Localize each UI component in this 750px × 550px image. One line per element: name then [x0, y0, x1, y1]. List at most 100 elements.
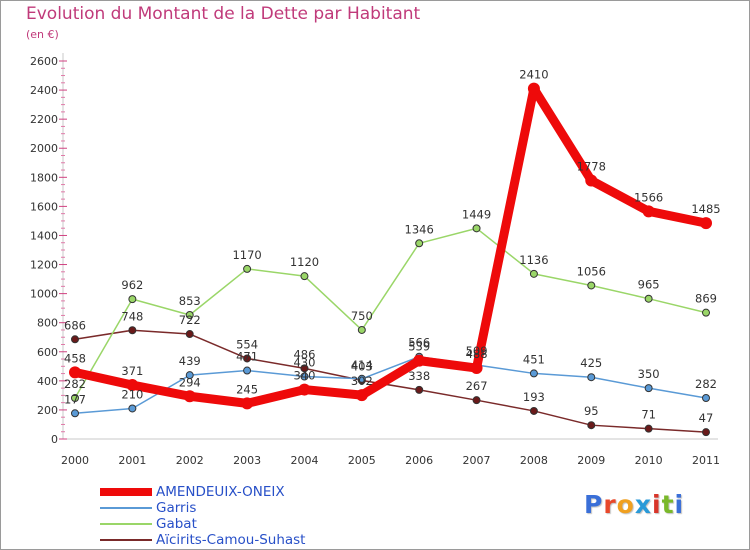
logo-letter: x [634, 490, 652, 519]
logo-letter: i [652, 490, 662, 519]
legend-item-garris: Garris [100, 500, 400, 516]
y-tick-label: 1800 [30, 171, 58, 184]
data-label-garris: 430 [293, 355, 315, 369]
data-label-gabat: 1449 [462, 207, 491, 221]
y-tick-label: 600 [37, 346, 58, 359]
data-point-garris [185, 371, 194, 380]
data-label-amendeuix-oneix: 1485 [691, 202, 720, 216]
data-point-gabat [529, 269, 538, 278]
legend: AMENDEUIX-ONEIX Garris Gabat Aïcirits-Ca… [100, 484, 400, 548]
data-label-gabat: 750 [351, 309, 373, 323]
chart-subtitle: (en €) [26, 28, 59, 41]
series-gabat [71, 224, 710, 403]
data-labels-layer: 686 748 722 554 486 403 338 267 193 95 71 47 282 962 8… [64, 68, 721, 426]
data-point-amendeuix-oneix [585, 174, 598, 187]
data-point-aicirits-camou-suhast [71, 335, 79, 344]
x-tick-label: 2011 [692, 454, 720, 467]
data-label-aicirits-camou-suhast: 748 [121, 309, 143, 323]
data-point-aicirits-camou-suhast [644, 424, 653, 433]
legend-swatch-aicirits-camou-suhast [100, 539, 152, 541]
data-label-aicirits-camou-suhast: 403 [351, 359, 373, 373]
data-label-garris: 177 [64, 392, 86, 406]
data-label-gabat: 1136 [519, 253, 548, 267]
data-label-garris: 414 [351, 358, 373, 372]
data-label-aicirits-camou-suhast: 267 [466, 379, 488, 393]
y-tick-label: 1000 [30, 288, 58, 301]
data-label-gabat: 965 [638, 278, 660, 292]
data-point-gabat [243, 264, 252, 273]
data-point-aicirits-camou-suhast [472, 396, 481, 405]
data-point-garris [644, 384, 653, 393]
chart-title: Evolution du Montant de la Dette par Hab… [26, 4, 421, 24]
data-label-amendeuix-oneix: 539 [408, 340, 430, 354]
x-tick-label: 2002 [176, 454, 204, 467]
data-point-amendeuix-oneix [470, 362, 483, 375]
data-label-garris: 451 [523, 352, 545, 366]
data-label-garris: 509 [466, 344, 488, 358]
legend-swatch-amendeuix-oneix [100, 488, 152, 496]
data-point-gabat [587, 281, 596, 290]
data-point-aicirits-camou-suhast [300, 364, 309, 373]
y-tick-label: 1600 [30, 200, 58, 213]
series-layer [69, 82, 712, 437]
series-line-aicirits-camou-suhast [74, 329, 707, 433]
legend-swatch-gabat [100, 523, 152, 525]
y-tick-label: 2600 [30, 55, 58, 68]
series-line-gabat [74, 227, 707, 399]
x-tick-label: 2001 [118, 454, 146, 467]
data-label-garris: 566 [408, 336, 430, 350]
x-tick-label: 2007 [463, 454, 491, 467]
logo-letter: r [603, 490, 617, 519]
x-tick-label: 2009 [577, 454, 605, 467]
data-point-amendeuix-oneix [69, 366, 81, 379]
data-label-garris: 425 [580, 356, 602, 370]
data-label-aicirits-camou-suhast: 554 [236, 337, 258, 351]
data-label-amendeuix-oneix: 1778 [577, 160, 606, 174]
data-point-amendeuix-oneix [355, 389, 368, 402]
y-tick-label: 200 [37, 404, 58, 417]
data-label-gabat: 962 [121, 278, 143, 292]
data-label-gabat: 1056 [577, 264, 606, 278]
data-point-gabat [415, 239, 424, 248]
y-tick-label: 1200 [30, 259, 58, 272]
series-line-garris [74, 355, 707, 415]
series-amendeuix-oneix [69, 82, 712, 410]
logo-letter: i [674, 490, 685, 519]
data-point-gabat [357, 325, 366, 334]
data-point-gabat [644, 294, 653, 303]
chart-axes: 0 200 400 600 800 1000 1200 1400 1600 1800 2000 220… [30, 53, 720, 467]
x-tick-label: 2003 [233, 454, 261, 467]
legend-label-gabat: Gabat [156, 516, 197, 532]
x-tick-label: 2000 [61, 454, 89, 467]
data-point-garris [587, 373, 596, 382]
proxiti-logo: Proxiti [584, 490, 684, 519]
data-point-aicirits-camou-suhast [243, 354, 252, 363]
data-point-gabat [185, 310, 194, 319]
data-point-aicirits-camou-suhast [415, 385, 424, 394]
data-label-garris: 439 [179, 354, 201, 368]
data-point-amendeuix-oneix [642, 205, 655, 218]
data-point-aicirits-camou-suhast [587, 421, 596, 430]
legend-item-aicirits-camou-suhast: Aïcirits-Camou-Suhast [100, 532, 400, 548]
data-label-aicirits-camou-suhast: 686 [64, 318, 86, 332]
data-point-aicirits-camou-suhast [529, 406, 538, 415]
y-tick-label: 400 [37, 375, 58, 388]
data-point-amendeuix-oneix [700, 217, 712, 230]
data-label-amendeuix-oneix: 340 [293, 369, 315, 383]
legend-item-amendeuix-oneix: AMENDEUIX-ONEIX [100, 484, 400, 500]
data-label-gabat: 1170 [232, 248, 261, 262]
y-tick-label: 0 [51, 433, 58, 446]
data-label-garris: 210 [121, 387, 143, 401]
y-tick-label: 2000 [30, 142, 58, 155]
data-label-amendeuix-oneix: 1566 [634, 190, 663, 204]
series-line-amendeuix-oneix [70, 84, 711, 408]
legend-swatch-garris [100, 507, 152, 509]
data-point-amendeuix-oneix [241, 397, 254, 410]
data-label-garris: 350 [638, 367, 660, 381]
data-label-gabat: 869 [695, 292, 717, 306]
y-tick-label: 2400 [30, 84, 58, 97]
data-label-aicirits-camou-suhast: 722 [179, 313, 201, 327]
data-label-gabat: 1346 [405, 222, 434, 236]
